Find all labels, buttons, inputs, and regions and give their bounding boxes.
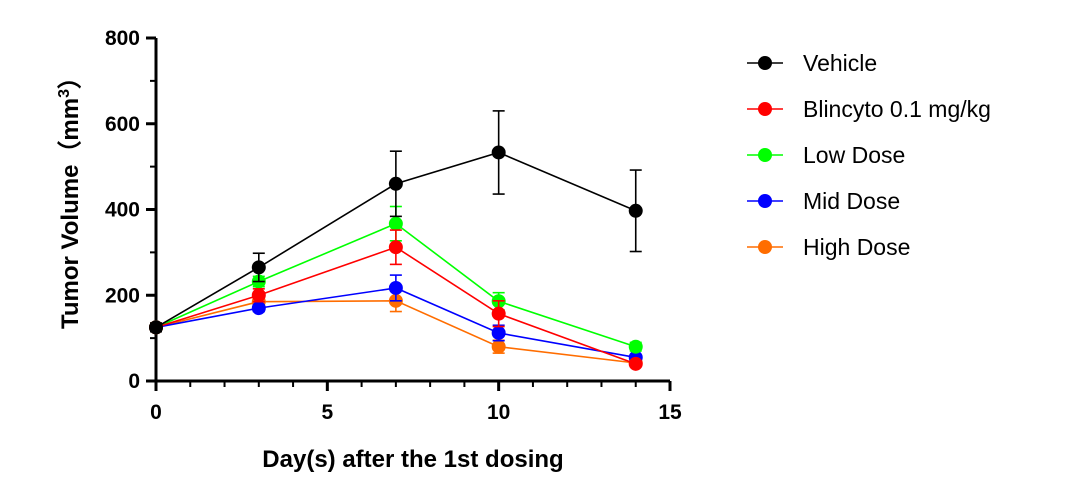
data-point (251, 260, 266, 275)
plot-area (149, 110, 643, 371)
x-ticks: 0 5 10 15 (150, 381, 682, 424)
y-tick-label: 0 (128, 370, 140, 393)
axes: 0 200 400 600 800 0 5 10 15 (105, 27, 682, 424)
x-tick-label: 0 (150, 401, 162, 424)
legend-label: Blincyto 0.1 mg/kg (803, 96, 991, 122)
y-tick-label: 400 (105, 199, 140, 222)
legend-item: Blincyto 0.1 mg/kg (747, 96, 991, 122)
data-point (388, 216, 403, 231)
y-axis-title-unit: （mm (57, 98, 84, 165)
data-point (491, 325, 506, 340)
x-tick-label: 10 (487, 401, 510, 424)
series-high-dose (149, 289, 643, 370)
legend-marker (758, 102, 772, 116)
data-point (628, 203, 643, 218)
legend-item: Mid Dose (747, 188, 900, 214)
legend-item: Low Dose (747, 142, 905, 168)
data-point (388, 240, 403, 255)
x-axis-title: Day(s) after the 1st dosing (262, 446, 563, 473)
data-point (388, 176, 403, 191)
y-tick-label: 800 (105, 27, 140, 50)
y-axis-title: Tumor Volume（mm3） (56, 65, 84, 329)
data-point (251, 288, 266, 303)
data-point (149, 320, 163, 335)
data-point (491, 145, 506, 160)
data-point (491, 306, 506, 321)
legend-label: Low Dose (803, 142, 905, 168)
legend-item: High Dose (747, 234, 910, 260)
y-tick-label: 600 (105, 113, 140, 136)
y-tick-label: 200 (105, 284, 140, 307)
data-point (628, 339, 643, 354)
data-point (251, 301, 266, 316)
legend-marker (758, 240, 772, 254)
y-axis-title-unit-sup: 3 (56, 89, 73, 98)
data-point (388, 280, 403, 295)
legend-label: High Dose (803, 234, 910, 260)
data-point (491, 339, 506, 354)
legend: Vehicle Blincyto 0.1 mg/kg Low Dose Mid Dos… (747, 50, 991, 260)
legend-marker (758, 148, 772, 162)
legend-label: Vehicle (803, 50, 877, 76)
y-axis-title-main: Tumor Volume (57, 165, 84, 329)
y-ticks: 0 200 400 600 800 (105, 27, 156, 393)
y-axis-title-unit-close: ） (57, 65, 84, 89)
legend-item: Vehicle (747, 50, 877, 76)
x-tick-label: 5 (321, 401, 333, 424)
x-tick-label: 15 (658, 401, 682, 424)
legend-marker (758, 194, 772, 208)
legend-marker (758, 56, 772, 70)
legend-label: Mid Dose (803, 188, 900, 214)
series-vehicle (149, 110, 643, 335)
data-point (628, 356, 643, 371)
